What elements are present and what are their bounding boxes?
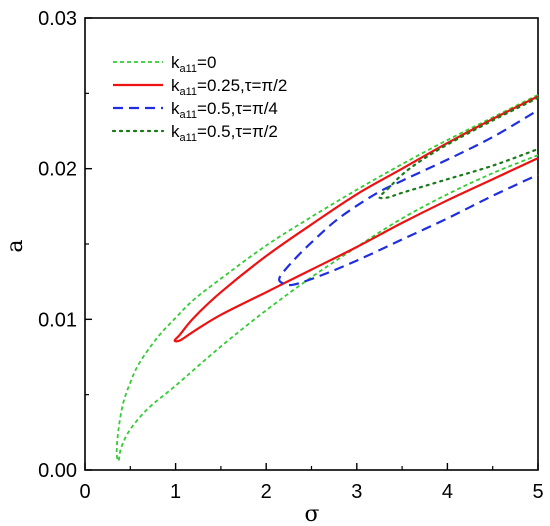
legend-label-1: ka11=0 — [171, 53, 216, 75]
x-tick-label: 4 — [442, 481, 453, 503]
series-line-3 — [278, 111, 539, 287]
x-tick-label: 1 — [170, 481, 181, 503]
x-tick-label: 5 — [532, 481, 543, 503]
legend-label-4: ka11=0.5,τ=π/2 — [171, 122, 278, 144]
y-tick-label: 0.01 — [38, 309, 77, 331]
x-tick-label: 2 — [261, 481, 272, 503]
y-tick-label: 0.03 — [38, 8, 77, 30]
y-tick-label: 0.00 — [38, 460, 77, 482]
series-line-2 — [173, 95, 539, 343]
axis-ticks: 0 1 2 3 4 5 0.00 0.01 0.02 0.03 — [38, 8, 544, 503]
series-line-1 — [115, 94, 539, 462]
y-tick-label: 0.02 — [38, 159, 77, 181]
series-line-4 — [378, 96, 540, 200]
x-tick-label: 3 — [351, 481, 362, 503]
legend-label-2: ka11=0.25,τ=π/2 — [171, 76, 287, 98]
legend: ka11=0ka11=0.25,τ=π/2ka11=0.5,τ=π/4ka11=… — [111, 53, 287, 144]
x-tick-label: 0 — [79, 481, 90, 503]
x-axis-label: σ — [304, 502, 319, 526]
series-layer — [115, 94, 540, 462]
y-axis-label: a — [3, 239, 28, 252]
legend-label-3: ka11=0.5,τ=π/4 — [171, 99, 278, 121]
